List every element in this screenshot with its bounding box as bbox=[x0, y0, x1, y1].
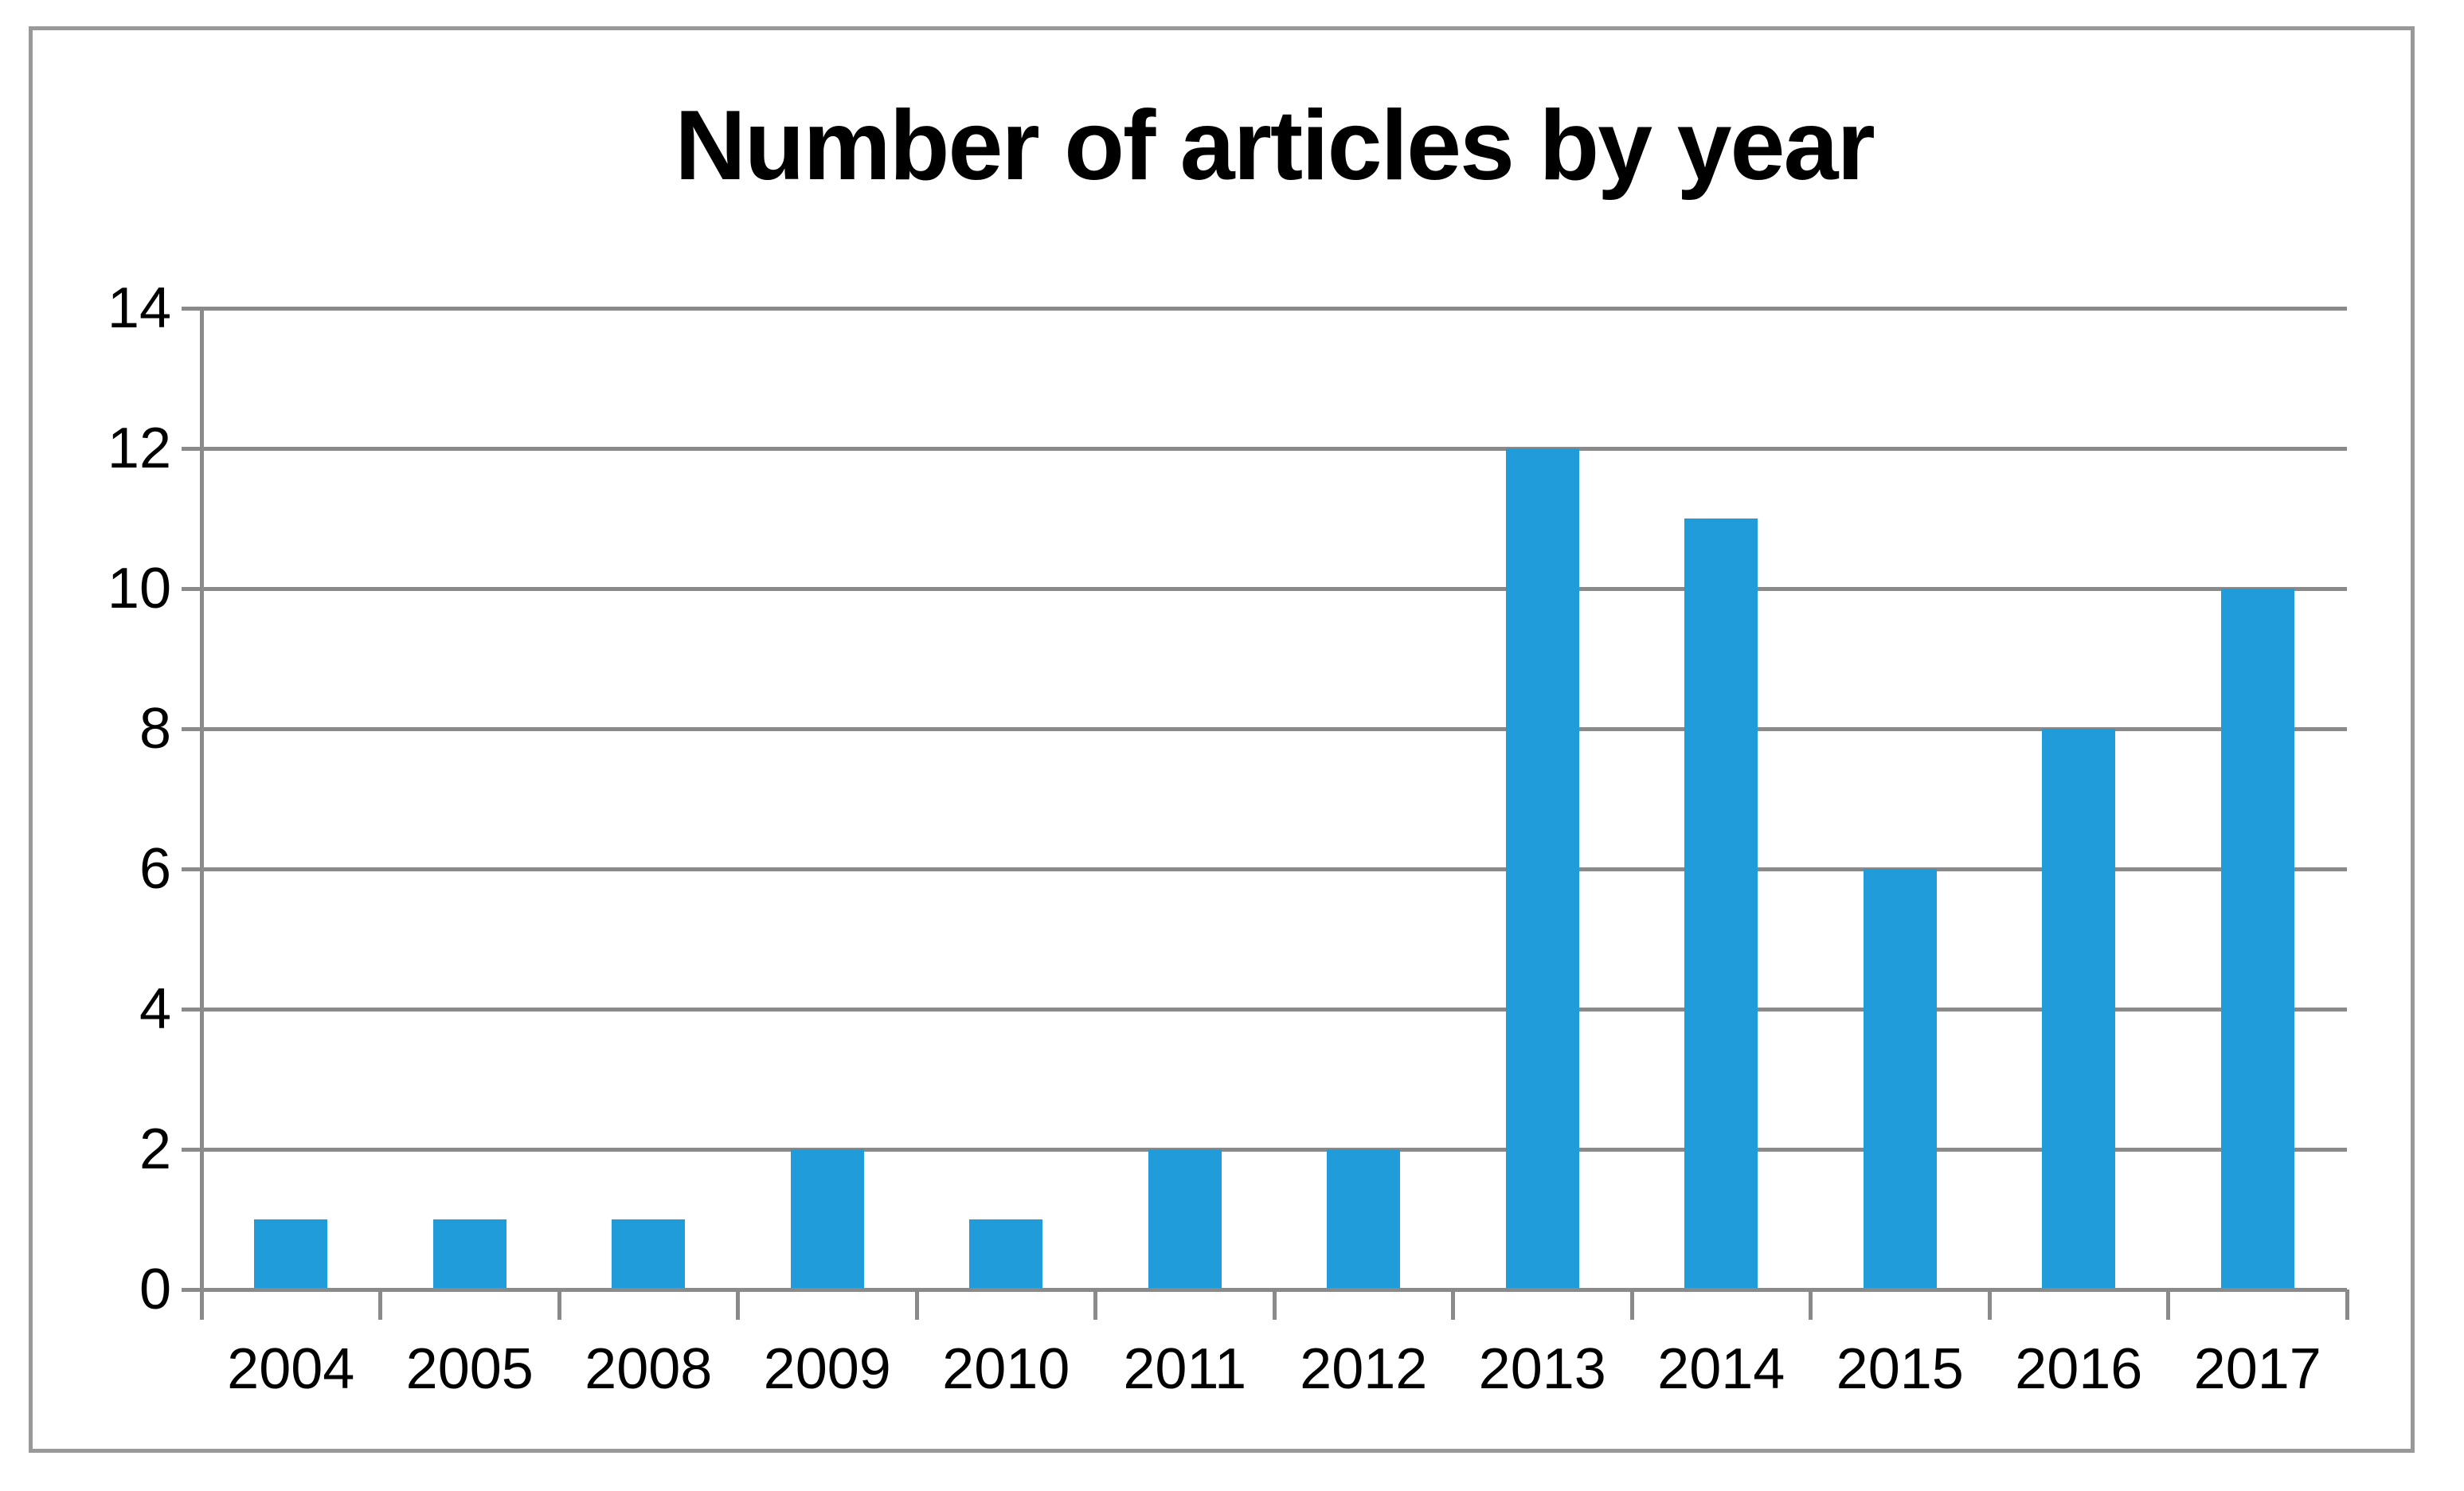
bar-2017 bbox=[2220, 589, 2294, 1289]
x-tick-label-2011: 2011 bbox=[1123, 1337, 1247, 1401]
x-tick-2 bbox=[557, 1289, 561, 1320]
bar-2013 bbox=[1505, 448, 1579, 1289]
chart-border bbox=[29, 26, 2415, 1453]
gridline-6 bbox=[201, 867, 2347, 871]
bar-2015 bbox=[1863, 869, 1937, 1289]
gridline-10 bbox=[201, 586, 2347, 591]
x-tick-label-2014: 2014 bbox=[1657, 1337, 1785, 1401]
y-tick-10 bbox=[182, 586, 201, 591]
y-tick-label-6: 6 bbox=[139, 837, 171, 901]
x-tick-label-2008: 2008 bbox=[585, 1337, 713, 1401]
y-tick-label-0: 0 bbox=[139, 1258, 171, 1321]
bar-2014 bbox=[1684, 519, 1758, 1289]
y-tick-8 bbox=[182, 726, 201, 731]
x-tick-label-2017: 2017 bbox=[2193, 1337, 2321, 1401]
gridline-2 bbox=[201, 1147, 2347, 1152]
x-tick-label-2016: 2016 bbox=[2015, 1337, 2143, 1401]
x-tick-1 bbox=[378, 1289, 382, 1320]
x-tick-12 bbox=[2345, 1289, 2349, 1320]
x-tick-9 bbox=[1809, 1289, 1813, 1320]
bar-2008 bbox=[612, 1219, 686, 1289]
bar-2012 bbox=[1327, 1149, 1401, 1289]
y-tick-label-8: 8 bbox=[139, 697, 171, 761]
x-tick-6 bbox=[1272, 1289, 1277, 1320]
x-tick-label-2012: 2012 bbox=[1300, 1337, 1428, 1401]
x-tick-5 bbox=[1093, 1289, 1097, 1320]
y-axis-line bbox=[199, 308, 204, 1320]
gridline-8 bbox=[201, 726, 2347, 731]
x-tick-label-2013: 2013 bbox=[1478, 1337, 1606, 1401]
y-tick-12 bbox=[182, 446, 201, 451]
y-tick-2 bbox=[182, 1147, 201, 1152]
bar-2011 bbox=[1148, 1149, 1222, 1289]
x-tick-label-2004: 2004 bbox=[227, 1337, 355, 1401]
bar-2004 bbox=[254, 1219, 328, 1289]
x-tick-8 bbox=[1629, 1289, 1634, 1320]
gridline-12 bbox=[201, 446, 2347, 451]
bar-2010 bbox=[969, 1219, 1043, 1289]
y-tick-6 bbox=[182, 867, 201, 871]
x-tick-label-2005: 2005 bbox=[405, 1337, 534, 1401]
x-tick-7 bbox=[1451, 1289, 1455, 1320]
x-tick-label-2010: 2010 bbox=[942, 1337, 1070, 1401]
x-tick-label-2009: 2009 bbox=[763, 1337, 891, 1401]
bar-2016 bbox=[2042, 729, 2116, 1289]
x-tick-10 bbox=[1987, 1289, 1992, 1320]
y-tick-14 bbox=[182, 306, 201, 311]
x-tick-3 bbox=[736, 1289, 740, 1320]
x-axis-line bbox=[182, 1287, 2347, 1292]
y-tick-label-10: 10 bbox=[107, 557, 171, 620]
bar-2005 bbox=[432, 1219, 506, 1289]
y-tick-label-4: 4 bbox=[139, 977, 171, 1041]
y-tick-label-14: 14 bbox=[107, 276, 171, 340]
gridline-14 bbox=[201, 306, 2347, 311]
y-tick-label-2: 2 bbox=[139, 1117, 171, 1181]
x-tick-11 bbox=[2166, 1289, 2170, 1320]
y-tick-label-12: 12 bbox=[107, 417, 171, 480]
x-tick-label-2015: 2015 bbox=[1836, 1337, 1964, 1401]
bar-2009 bbox=[790, 1149, 864, 1289]
x-tick-4 bbox=[914, 1289, 919, 1320]
chart-title: Number of articles by year bbox=[675, 91, 1875, 201]
gridline-4 bbox=[201, 1007, 2347, 1012]
y-tick-4 bbox=[182, 1007, 201, 1012]
